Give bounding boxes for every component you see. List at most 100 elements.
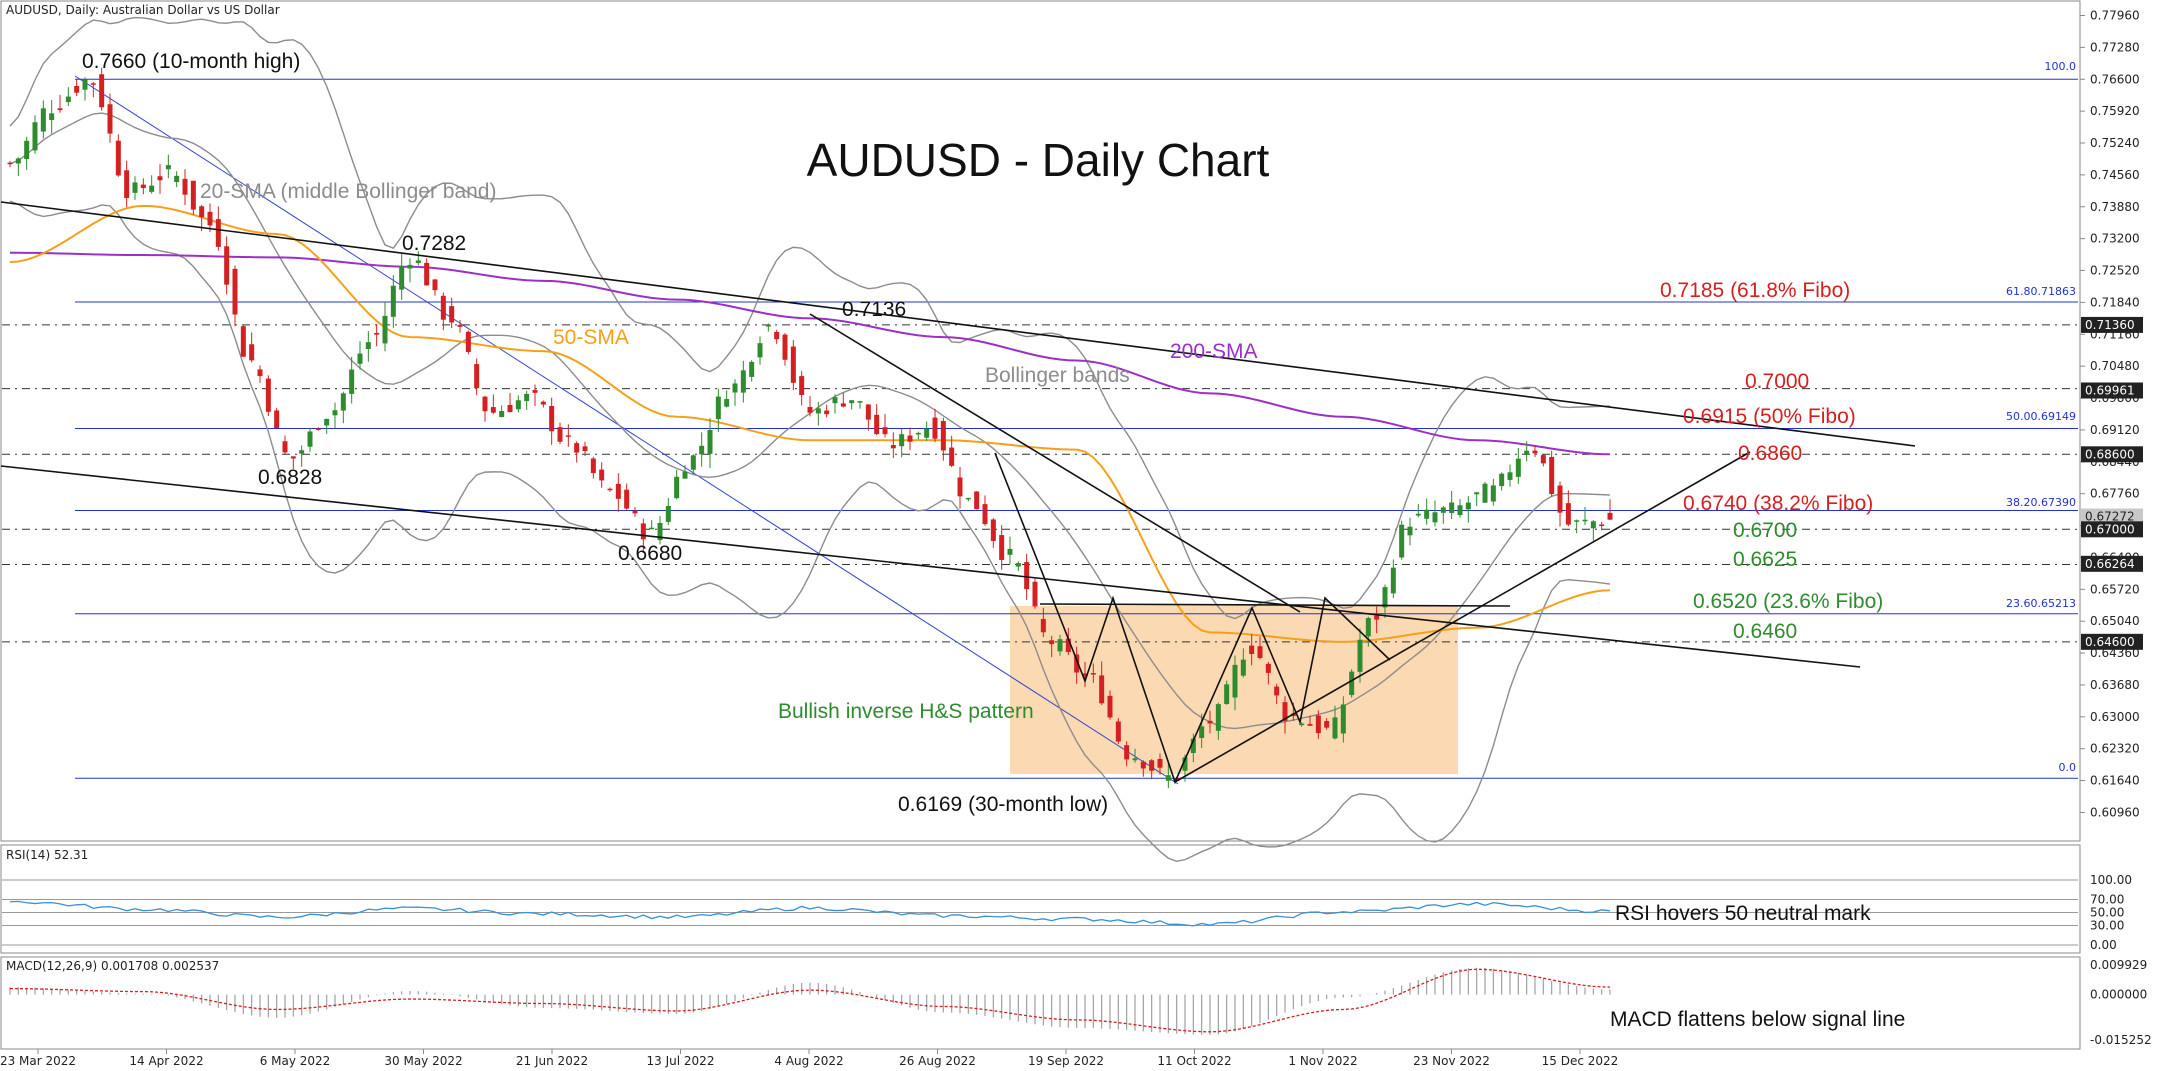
candle-body <box>1265 663 1271 673</box>
candle-body <box>665 505 671 522</box>
candle-body <box>557 427 563 442</box>
date-tick-label: 15 Dec 2022 <box>1542 1054 1619 1068</box>
price-highlight-box <box>2081 633 2143 650</box>
level-label-6700: 0.6700 <box>1733 519 1797 542</box>
channel-lower-line <box>0 465 1861 668</box>
candle-body <box>424 262 430 286</box>
price-highlight-box <box>2081 555 2143 572</box>
date-tick-label: 23 Mar 2022 <box>0 1054 76 1068</box>
date-tick-label: 4 Aug 2022 <box>774 1054 843 1068</box>
candle-body <box>1549 456 1555 495</box>
candle-body <box>1607 512 1613 520</box>
candle-body <box>99 74 105 108</box>
macd-annotation: MACD flattens below signal line <box>1610 1008 1905 1031</box>
candle-body <box>1124 745 1130 760</box>
candle-body <box>1324 720 1330 728</box>
trend-lines <box>0 201 1916 785</box>
price-tick-label: 0.71840 <box>2090 295 2140 309</box>
label-7136: 0.7136 <box>842 298 906 321</box>
candle-body <box>849 400 855 404</box>
candle-body <box>974 491 980 510</box>
pattern-label: Bullish inverse H&S pattern <box>778 700 1034 723</box>
bollinger-upper <box>9 16 1611 620</box>
candle-body <box>890 445 896 449</box>
candle-body <box>124 170 130 199</box>
candle-body <box>15 158 21 164</box>
candle-body <box>1149 760 1155 771</box>
candle-body <box>674 476 680 499</box>
candle-body <box>1382 587 1388 608</box>
date-tick-label: 1 Nov 2022 <box>1288 1054 1357 1068</box>
candle-body <box>1507 472 1513 480</box>
candle-body <box>640 523 646 540</box>
candle-body <box>1065 638 1071 653</box>
candle-body <box>882 427 888 435</box>
date-tick-label: 26 Aug 2022 <box>899 1054 976 1068</box>
label-6828: 0.6828 <box>258 466 322 489</box>
candle-body <box>724 399 730 407</box>
candle-body <box>807 406 813 413</box>
candle-body <box>865 404 871 420</box>
candle-body <box>349 369 355 394</box>
candle-body <box>749 361 755 377</box>
price-tick-label: 0.75240 <box>2090 136 2140 150</box>
label-7282: 0.7282 <box>402 232 466 255</box>
candle-body <box>932 417 938 439</box>
candle-body <box>490 407 496 413</box>
date-tick-label: 11 Oct 2022 <box>1157 1054 1231 1068</box>
price-highlight-label: 0.68600 <box>2085 447 2135 461</box>
candle-body <box>140 184 146 189</box>
candle-body <box>265 378 271 412</box>
candle-body <box>774 331 780 340</box>
candle-body <box>1565 503 1571 525</box>
candle-body <box>899 434 905 447</box>
candle-body <box>374 332 380 335</box>
candle-body <box>649 527 655 530</box>
level-label-6860: 0.6860 <box>1738 442 1802 465</box>
candle-body <box>457 324 463 327</box>
candle-body <box>1007 549 1013 555</box>
candle-body <box>1015 563 1021 567</box>
price-highlight-box <box>2081 382 2143 399</box>
candle-body <box>1349 671 1355 696</box>
level-label-6520: 0.6520 (23.6% Fibo) <box>1693 590 1883 613</box>
price-highlight-label: 0.69961 <box>2085 383 2135 397</box>
macd-label: MACD(12,26,9) 0.001708 0.002537 <box>6 959 219 973</box>
candle-body <box>790 346 796 383</box>
candle-body <box>574 443 580 453</box>
candle-body <box>582 446 588 452</box>
candle-body <box>440 295 446 320</box>
macd-tick-label: -0.015252 <box>2090 1033 2152 1047</box>
candle-body <box>1257 646 1263 659</box>
candle-body <box>765 324 771 327</box>
price-tick-label: 0.69120 <box>2090 423 2140 437</box>
price-highlight-box <box>2081 446 2143 463</box>
candle-body <box>1399 524 1405 558</box>
candle-body <box>132 182 138 193</box>
rsi-tick-label: 50.00 <box>2090 906 2124 920</box>
fib-tag-0: 0.0 <box>2059 761 2077 774</box>
candle-body <box>1299 723 1305 726</box>
candle-body <box>407 264 413 269</box>
candle-body <box>1407 526 1413 536</box>
candle-body <box>690 455 696 470</box>
candle-body <box>1590 521 1596 529</box>
price-tick-label: 0.61640 <box>2090 774 2140 788</box>
candle-body <box>532 389 538 393</box>
price-highlight-label: 0.66264 <box>2085 557 2135 571</box>
candle-body <box>524 393 530 402</box>
fib-tag-236: 23.60.65213 <box>2006 597 2076 610</box>
candle-body <box>1082 673 1088 677</box>
level-label-6740: 0.6740 (38.2% Fibo) <box>1683 492 1873 515</box>
price-tick-label: 0.65040 <box>2090 614 2140 628</box>
price-axis: 0.77960 0.77280 0.76600 0.75920 0.75240 0.745… <box>2079 1 2140 841</box>
candle-body <box>249 344 255 361</box>
candle-body <box>274 410 280 429</box>
candle-body <box>1282 702 1288 721</box>
candle-body <box>1315 715 1321 734</box>
candle-body <box>174 175 180 183</box>
candle-body <box>90 83 96 85</box>
price-tick-label: 0.65720 <box>2090 582 2140 596</box>
candle-body <box>1415 513 1421 516</box>
